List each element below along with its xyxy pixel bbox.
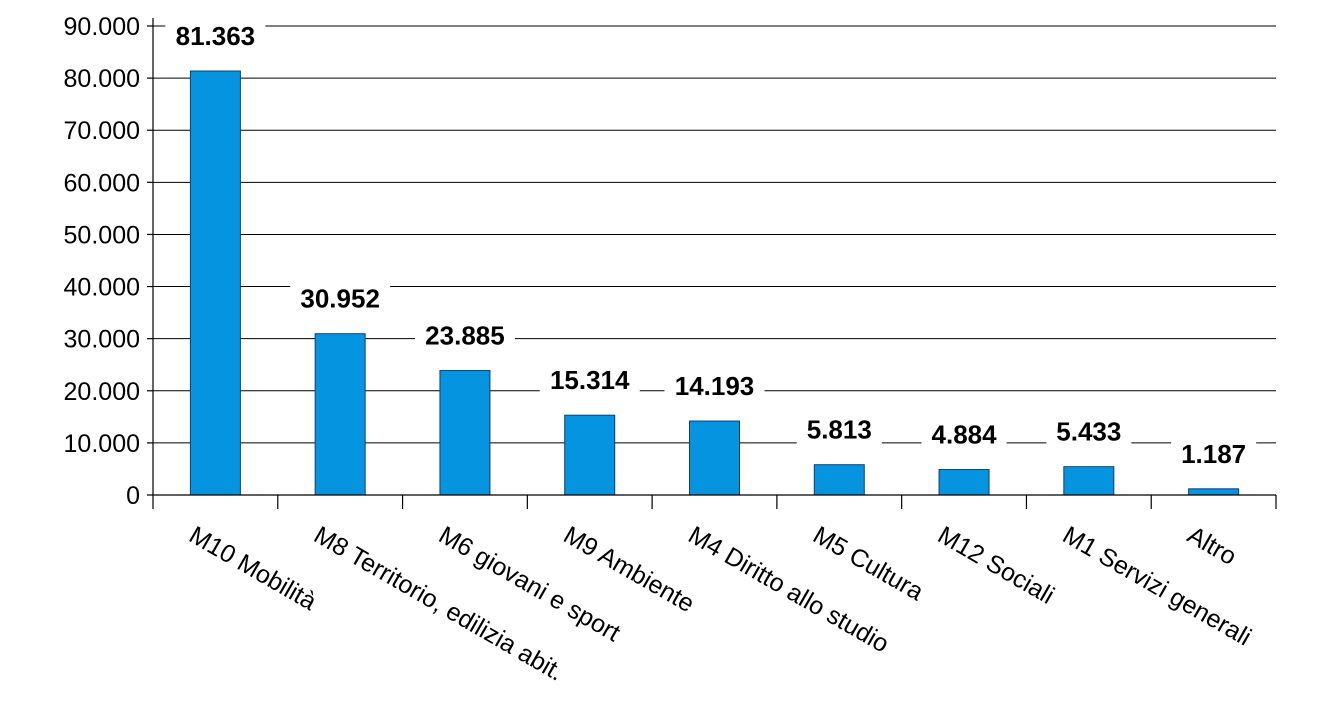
data-label: 81.363 — [176, 21, 256, 51]
bar — [813, 464, 865, 496]
data-label-background — [921, 419, 1007, 452]
data-label-background — [664, 371, 765, 404]
x-category-label: M5 Cultura — [808, 521, 928, 606]
data-label-background — [414, 320, 515, 353]
y-tick-label: 40.000 — [64, 274, 140, 302]
bar — [439, 370, 491, 496]
bar — [314, 333, 366, 496]
x-category-label: M4 Diritto allo studio — [684, 521, 894, 658]
data-label: 4.884 — [932, 420, 998, 450]
data-label: 14.193 — [675, 371, 755, 401]
y-tick-label: 20.000 — [64, 378, 140, 406]
y-tick-label: 10.000 — [64, 430, 140, 458]
bar — [689, 420, 740, 496]
y-tick-label: 80.000 — [64, 65, 140, 93]
x-category-label: M10 Mobilità — [184, 521, 321, 616]
data-label: 30.952 — [300, 284, 380, 314]
data-label-background — [1046, 416, 1132, 449]
data-label-background — [290, 283, 391, 316]
y-tick-label: 70.000 — [64, 117, 140, 145]
y-tick-label: 90.000 — [64, 13, 140, 41]
bars — [189, 70, 1240, 496]
data-label: 1.187 — [1181, 439, 1246, 469]
data-label: 5.813 — [807, 415, 872, 445]
axes — [147, 18, 1277, 509]
bar — [938, 469, 990, 496]
y-tick-label: 0 — [126, 482, 140, 510]
y-tick-labels: 0 10.000 20.000 30.000 40.000 50.000 60.000 70.… — [64, 13, 140, 510]
y-tick-label: 50.000 — [64, 221, 140, 249]
bar — [189, 70, 241, 496]
data-label-background — [796, 414, 882, 447]
data-label: 23.885 — [425, 321, 505, 351]
data-label-background — [165, 21, 266, 54]
data-label: 5.433 — [1056, 417, 1121, 447]
x-category-label: Altro — [1183, 521, 1242, 571]
data-label-background — [539, 365, 640, 398]
data-labels: 81.363 30.952 23.885 15.314 14.193 5.813 4.884… — [165, 21, 1257, 471]
bar — [564, 414, 616, 496]
data-label-background — [1171, 438, 1257, 471]
y-tick-label: 60.000 — [64, 169, 140, 197]
y-tick-label: 30.000 — [64, 326, 140, 354]
data-label: 15.314 — [550, 365, 630, 395]
bar — [1063, 466, 1115, 496]
bar — [1188, 488, 1240, 496]
x-category-label: M12 Sociali — [933, 521, 1059, 610]
